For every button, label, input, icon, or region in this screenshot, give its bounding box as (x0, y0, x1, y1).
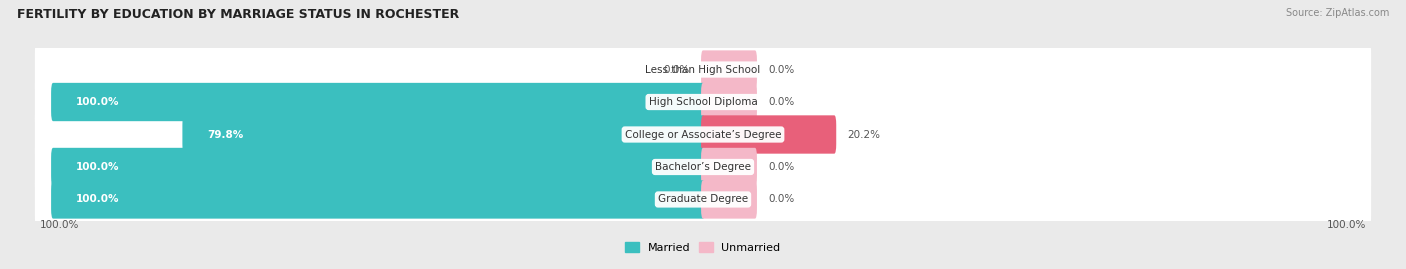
FancyBboxPatch shape (35, 30, 1371, 109)
FancyBboxPatch shape (702, 50, 756, 89)
Text: Less than High School: Less than High School (645, 65, 761, 75)
FancyBboxPatch shape (35, 160, 1371, 239)
FancyBboxPatch shape (51, 180, 704, 219)
FancyBboxPatch shape (35, 63, 1371, 141)
Text: 0.0%: 0.0% (768, 65, 794, 75)
Text: Source: ZipAtlas.com: Source: ZipAtlas.com (1285, 8, 1389, 18)
Text: College or Associate’s Degree: College or Associate’s Degree (624, 129, 782, 140)
Legend: Married, Unmarried: Married, Unmarried (626, 242, 780, 253)
Text: Bachelor’s Degree: Bachelor’s Degree (655, 162, 751, 172)
FancyBboxPatch shape (35, 128, 1371, 206)
FancyBboxPatch shape (51, 148, 704, 186)
FancyBboxPatch shape (702, 115, 837, 154)
FancyBboxPatch shape (702, 83, 756, 121)
Text: 0.0%: 0.0% (768, 162, 794, 172)
Text: 0.0%: 0.0% (768, 97, 794, 107)
Text: High School Diploma: High School Diploma (648, 97, 758, 107)
Text: 20.2%: 20.2% (848, 129, 880, 140)
FancyBboxPatch shape (183, 115, 704, 154)
Text: 100.0%: 100.0% (76, 194, 120, 204)
Text: 0.0%: 0.0% (664, 65, 690, 75)
Text: 100.0%: 100.0% (1327, 220, 1367, 230)
Text: 100.0%: 100.0% (76, 162, 120, 172)
Text: 100.0%: 100.0% (39, 220, 79, 230)
FancyBboxPatch shape (35, 95, 1371, 174)
Text: 79.8%: 79.8% (207, 129, 243, 140)
FancyBboxPatch shape (51, 83, 704, 121)
Text: 0.0%: 0.0% (768, 194, 794, 204)
FancyBboxPatch shape (702, 148, 756, 186)
Text: Graduate Degree: Graduate Degree (658, 194, 748, 204)
FancyBboxPatch shape (702, 180, 756, 219)
Text: 100.0%: 100.0% (76, 97, 120, 107)
Text: FERTILITY BY EDUCATION BY MARRIAGE STATUS IN ROCHESTER: FERTILITY BY EDUCATION BY MARRIAGE STATU… (17, 8, 460, 21)
